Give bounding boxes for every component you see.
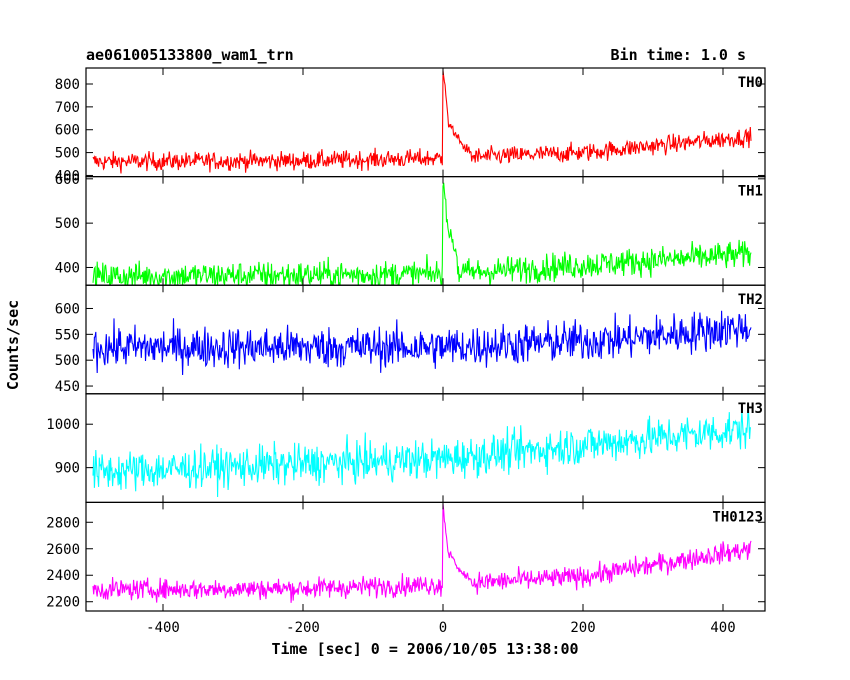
x-tick-label: 0: [439, 620, 447, 636]
panel-th1: 400 500 600 TH1: [55, 172, 766, 286]
y-tick-label: 2400: [46, 568, 80, 584]
panel-frame: [85, 501, 766, 612]
series-line-th0: [92, 70, 752, 174]
x-tick-label: 400: [710, 620, 735, 636]
panels-group: 400 500 600 700 800 TH0 400 500 600 TH1 450 500 550 6…: [46, 67, 766, 636]
y-tick-label: 900: [55, 461, 80, 477]
y-tick-label: 800: [55, 77, 80, 93]
panel-label-th2: TH2: [738, 292, 763, 308]
bin-time-label: Bin time: 1.0 s: [611, 46, 746, 64]
y-tick-label: 2600: [46, 542, 80, 558]
x-tick-label: -200: [286, 620, 320, 636]
y-tick-label: 550: [55, 327, 80, 343]
y-tick-label: 400: [55, 260, 80, 276]
y-tick-label: 600: [55, 123, 80, 139]
panel-th0123: 2200 2400 2600 2800 TH0123: [46, 501, 766, 612]
series-line-th3: [92, 406, 751, 498]
panel-label-th0: TH0: [738, 75, 763, 91]
series-line-th1: [92, 182, 752, 286]
y-tick-label: 1000: [46, 417, 80, 433]
panel-label-th0123: TH0123: [712, 509, 763, 525]
y-tick-label: 500: [55, 353, 80, 369]
y-axis-label: Counts/sec: [4, 300, 22, 390]
y-tick-label: 600: [55, 172, 80, 188]
y-tick-label: 600: [55, 301, 80, 317]
x-axis-label: Time [sec] 0 = 2006/10/05 13:38:00: [271, 640, 578, 658]
y-tick-label: 450: [55, 379, 80, 395]
series-line-th0123: [92, 503, 752, 603]
panel-th2: 450 500 550 600 TH2: [55, 284, 766, 395]
y-tick-label: 500: [55, 146, 80, 162]
y-tick-label: 700: [55, 100, 80, 116]
y-tick-label: 500: [55, 216, 80, 232]
panel-label-th1: TH1: [738, 184, 763, 200]
panel-th0: 400 500 600 700 800 TH0: [55, 67, 766, 184]
x-tick-label: -400: [146, 620, 180, 636]
y-tick-label: 2800: [46, 515, 80, 531]
chart-title: ae061005133800_wam1_trn: [86, 46, 294, 64]
series-line-th2: [92, 310, 752, 376]
panel-label-th3: TH3: [738, 401, 763, 417]
y-tick-label: 2200: [46, 595, 80, 611]
panel-frame: [85, 393, 766, 503]
y-tick-label: 400: [55, 168, 80, 184]
panel-frame: [85, 176, 766, 286]
panel-th3: 900 1000 TH3: [46, 393, 766, 503]
x-tick-label: 200: [570, 620, 595, 636]
